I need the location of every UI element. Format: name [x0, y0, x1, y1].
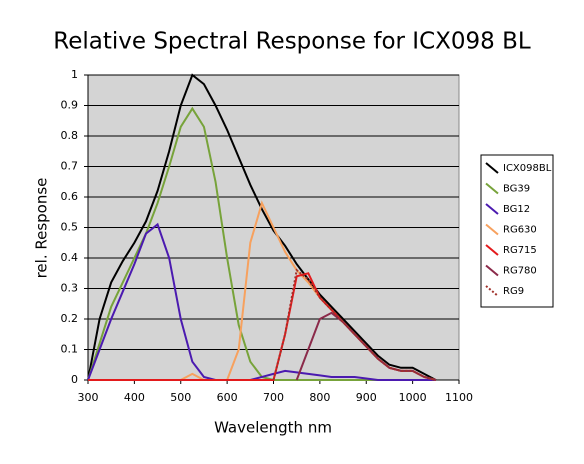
y-tick-label: 0.2: [61, 312, 79, 325]
x-tick-label: 300: [78, 391, 99, 404]
legend-label: RG780: [503, 266, 537, 277]
legend-label: BG39: [503, 184, 530, 195]
legend-marker: [485, 264, 499, 277]
legend-marker: [485, 162, 499, 174]
legend-label: RG715: [503, 245, 537, 256]
y-tick-label: 0.7: [61, 160, 79, 173]
y-tick-label: 0.9: [61, 99, 79, 112]
legend-marker: [485, 182, 499, 195]
y-tick-label: 0.5: [61, 221, 79, 234]
y-tick-label: 1: [71, 68, 78, 81]
legend-label: RG9: [503, 286, 524, 297]
x-tick-label: 400: [124, 391, 145, 404]
x-axis-label: Wavelength nm: [214, 419, 332, 437]
legend-marker: [485, 244, 499, 256]
y-tick-label: 0.8: [61, 129, 79, 142]
x-tick-label: 900: [356, 391, 377, 404]
y-tick-label: 0.3: [61, 282, 79, 295]
series-line: [87, 222, 436, 381]
legend-marker: [485, 203, 499, 215]
series-line: [272, 268, 437, 381]
legend-marker: [485, 223, 499, 236]
x-tick-label: 600: [217, 391, 238, 404]
legend-marker: [485, 285, 499, 297]
x-tick-label: 700: [263, 391, 284, 404]
x-tick-label: 1000: [399, 391, 427, 404]
x-tick-label: 500: [170, 391, 191, 404]
chart-title: Relative Spectral Response for ICX098 BL: [53, 29, 531, 55]
y-tick-label: 0.6: [61, 190, 79, 203]
series-line: [87, 73, 437, 381]
y-tick-label: 0: [71, 373, 78, 386]
legend-label: BG12: [503, 204, 530, 215]
y-axis-label: rel. Response: [33, 178, 51, 279]
x-tick-label: 800: [309, 391, 330, 404]
legend-label: RG630: [503, 225, 537, 236]
y-tick-label: 0.1: [61, 343, 79, 356]
legend-label: ICX098BL: [503, 163, 552, 174]
y-tick-label: 0.4: [61, 251, 79, 264]
x-tick-label: 1100: [445, 391, 473, 404]
